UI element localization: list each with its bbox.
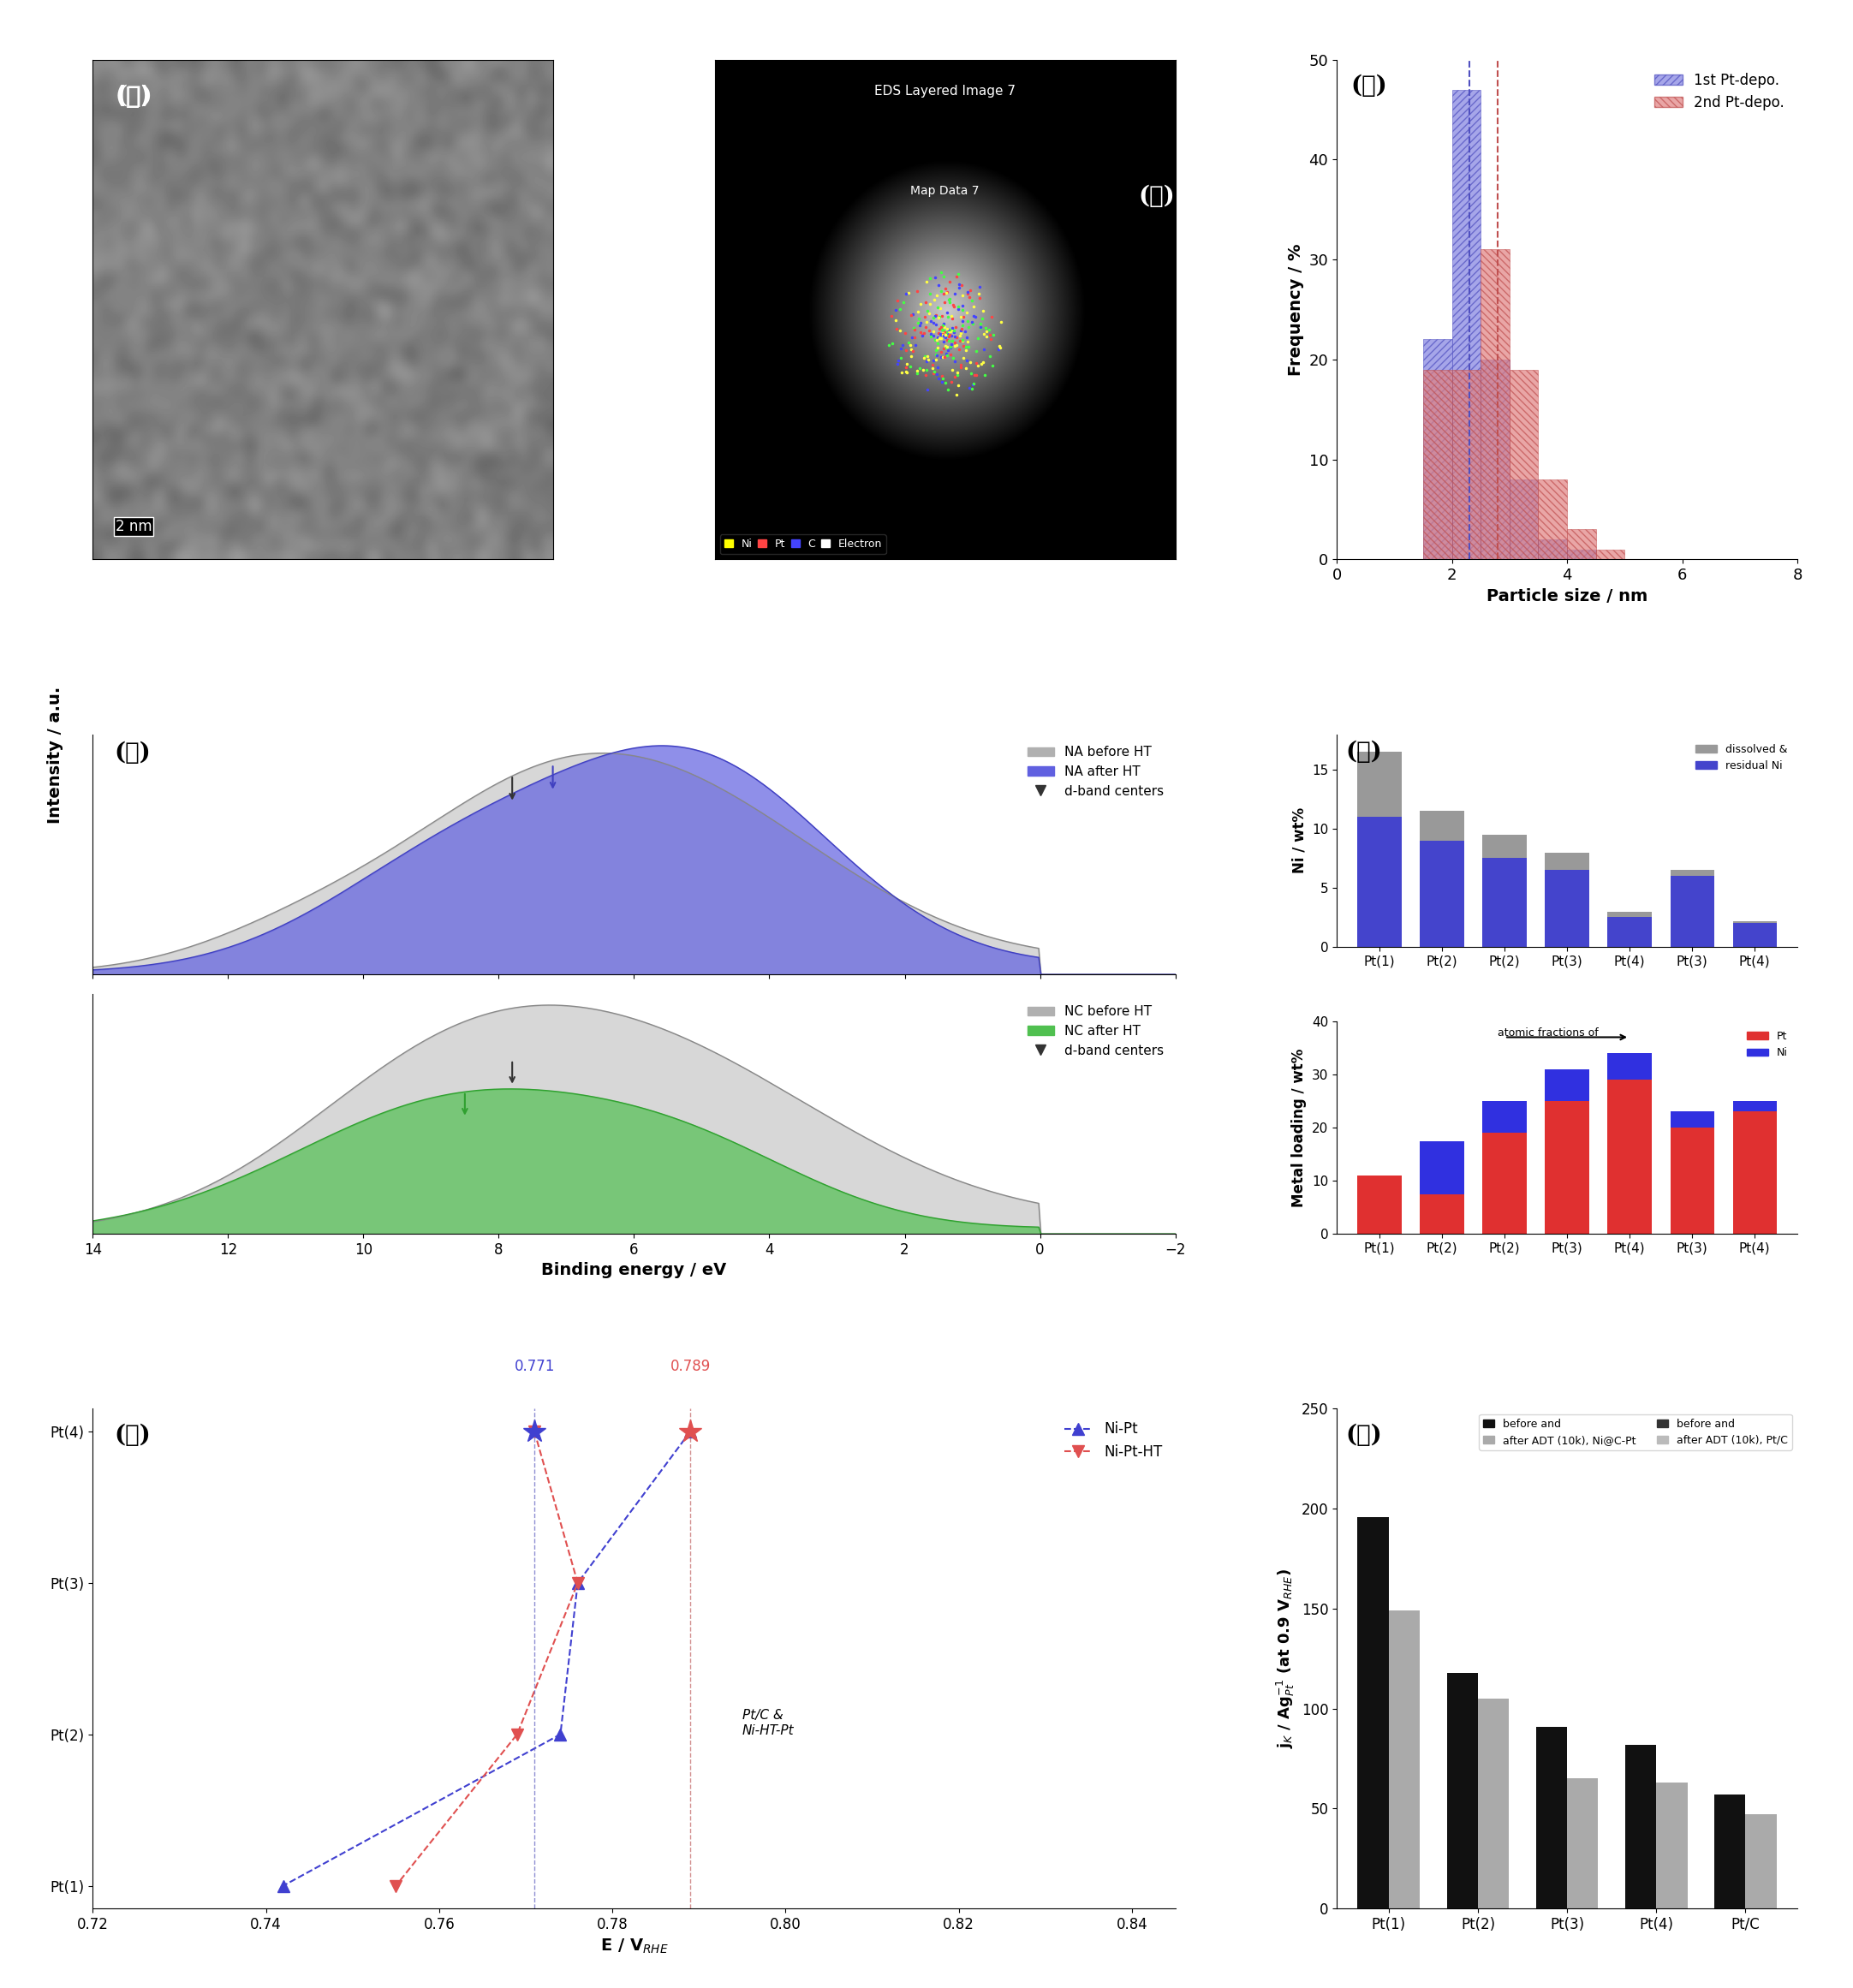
Bar [1453,89,1481,559]
Bar [1419,841,1464,946]
Bar [1482,859,1527,946]
X-axis label: E / V$_{RHE}$: E / V$_{RHE}$ [600,1936,669,1956]
Legend: dissolved &, residual Ni: dissolved &, residual Ni [1692,740,1792,775]
Bar [1608,911,1651,916]
Bar [1670,1111,1714,1127]
Text: atomic fractions of: atomic fractions of [1497,1028,1599,1040]
Text: Intensity / a.u.: Intensity / a.u. [48,686,63,825]
Text: (ㄴ): (ㄴ) [1138,185,1175,207]
Bar [1538,539,1568,559]
Text: (ㅅ): (ㅅ) [1345,1423,1382,1447]
Bar [1419,1195,1464,1235]
Text: Pt/C &
Ni-HT-Pt: Pt/C & Ni-HT-Pt [743,1710,795,1738]
Bar [1545,1070,1588,1101]
Legend: 1st Pt-depo., 2nd Pt-depo.: 1st Pt-depo., 2nd Pt-depo. [1649,68,1790,115]
Bar [1670,871,1714,877]
Bar [1453,370,1481,559]
Text: EDS Layered Image 7: EDS Layered Image 7 [875,85,1015,97]
Bar [1447,1672,1479,1908]
Bar [1545,871,1588,946]
Legend: NA before HT, NA after HT, d-band centers: NA before HT, NA after HT, d-band center… [1023,742,1169,803]
Y-axis label: Ni / wt%: Ni / wt% [1292,807,1306,873]
Bar [1608,916,1651,946]
Bar [1536,1728,1568,1908]
Bar [1746,1815,1777,1908]
X-axis label: Binding energy / eV: Binding energy / eV [541,1262,726,1278]
Bar [1538,479,1568,559]
Bar [1545,853,1588,871]
Bar [1482,1101,1527,1133]
Bar [1481,360,1510,559]
Bar [1358,1175,1401,1235]
Bar [1670,1127,1714,1235]
Legend: before and, after ADT (10k), Ni@C-Pt, before and, after ADT (10k), Pt/C: before and, after ADT (10k), Ni@C-Pt, be… [1479,1413,1792,1451]
Bar [1423,340,1453,559]
Bar [1481,250,1510,559]
Bar [1419,811,1464,841]
Bar [1714,1795,1746,1908]
Bar [1482,1133,1527,1235]
Bar [1608,1054,1651,1079]
Bar [1733,920,1777,922]
Bar [1595,549,1625,559]
Legend: Ni, Pt, C, Electron: Ni, Pt, C, Electron [721,535,886,555]
Bar [1419,1141,1464,1195]
Text: 2 nm: 2 nm [115,519,152,535]
Bar [1568,529,1595,559]
Bar [1510,479,1538,559]
Ni-Pt-HT [385,1875,408,1899]
Ni-Pt [567,1571,589,1594]
Text: (ㄷ): (ㄷ) [1351,76,1388,97]
Bar [1733,922,1777,946]
Text: (ㄱ): (ㄱ) [115,85,152,107]
Text: (ㄹ): (ㄹ) [115,742,150,765]
Bar [1670,877,1714,946]
X-axis label: Particle size / nm: Particle size / nm [1486,588,1647,604]
Y-axis label: Frequency / %: Frequency / % [1288,243,1305,376]
Bar [1657,1783,1688,1908]
Legend: Pt, Ni: Pt, Ni [1742,1026,1792,1064]
Y-axis label: Metal loading / wt%: Metal loading / wt% [1292,1048,1306,1207]
Bar [1482,835,1527,859]
Ni-Pt [680,1419,702,1443]
Bar [1733,1111,1777,1235]
Bar [1479,1698,1508,1908]
Bar [1388,1610,1419,1908]
Bar [1423,370,1453,559]
Bar [1358,1517,1388,1908]
Line: Ni-Pt-HT: Ni-Pt-HT [389,1425,584,1893]
Text: (ㅁ): (ㅁ) [1345,742,1382,763]
Bar [1358,751,1401,817]
Ni-Pt [272,1875,295,1899]
Text: (ㅂ): (ㅂ) [115,1423,150,1447]
Ni-Pt [548,1722,571,1745]
Bar [1733,1101,1777,1111]
Bar [1568,549,1595,559]
Ni-Pt-HT [567,1571,589,1594]
Ni-Pt-HT [506,1722,528,1745]
Bar [1358,817,1401,946]
Legend: NC before HT, NC after HT, d-band centers: NC before HT, NC after HT, d-band center… [1023,1000,1169,1062]
Line: Ni-Pt: Ni-Pt [278,1425,697,1893]
Bar [1608,1079,1651,1235]
Ni-Pt-HT [523,1419,545,1443]
Bar [1545,1101,1588,1235]
Legend: Ni-Pt, Ni-Pt-HT: Ni-Pt, Ni-Pt-HT [1058,1415,1167,1465]
Bar [1625,1745,1657,1908]
Y-axis label: j$_K$ / Ag$_{Pt}^{-1}$ (at 0.9 V$_{RHE}$): j$_K$ / Ag$_{Pt}^{-1}$ (at 0.9 V$_{RHE}$… [1275,1569,1297,1749]
Text: (ㄱ): (ㄱ) [115,85,152,109]
Text: Map Data 7: Map Data 7 [910,185,980,197]
Bar [1568,1779,1599,1908]
Bar [1510,370,1538,559]
Text: 0.789: 0.789 [671,1360,710,1374]
Text: 0.771: 0.771 [513,1360,554,1374]
